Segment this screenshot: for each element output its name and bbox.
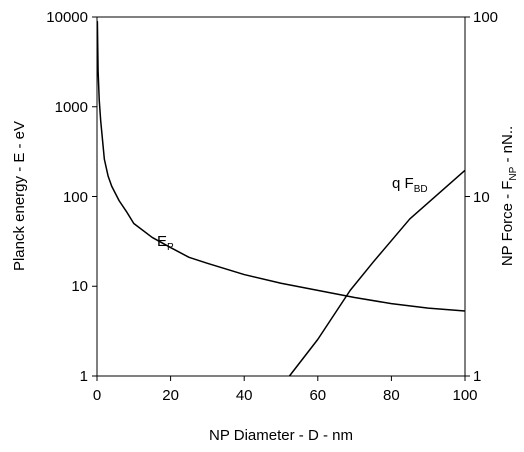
x-tick-label: 100 <box>452 387 477 404</box>
series-label-ep-sub: P <box>167 242 174 253</box>
y-right-tick-label: 10 <box>473 189 490 206</box>
plot-frame <box>96 16 466 377</box>
series-label-fbd-sub: BD <box>414 184 428 195</box>
series-label-ep: EP <box>157 233 174 253</box>
y-right-label-sub: NP <box>508 166 519 180</box>
x-axis-label: NP Diameter - D - nm <box>209 427 353 444</box>
x-tick-label: 60 <box>309 387 326 404</box>
y-left-tick-label: 1 <box>80 368 88 385</box>
y-right-label-suffix: - nN.. <box>499 126 516 167</box>
y-left-tick-labels: 1 10 100 1000 10000 <box>46 9 88 385</box>
y-right-label-prefix: NP Force - F <box>499 181 516 267</box>
y-right-tick-label: 1 <box>473 368 481 385</box>
series-line-ep <box>96 21 466 312</box>
series-label-ep-main: E <box>157 233 167 250</box>
x-tick-label: 80 <box>383 387 400 404</box>
x-tick-labels: 0 20 40 60 80 100 <box>93 387 478 404</box>
y-left-tick-label: 1000 <box>55 99 88 116</box>
y-left-axis-label: Planck energy - E - eV <box>11 121 28 271</box>
series-lines <box>96 21 466 377</box>
x-tick-label: 20 <box>162 387 179 404</box>
series-label-fbd-main: q F <box>392 175 414 192</box>
series-label-fbd: q FBD <box>392 175 428 195</box>
axis-ticks <box>92 16 470 381</box>
y-left-tick-label: 10000 <box>46 9 88 26</box>
series-line-fbd <box>288 169 466 377</box>
y-right-tick-labels: 1 10 100 <box>473 9 498 385</box>
y-left-tick-label: 10 <box>71 278 88 295</box>
x-tick-label: 40 <box>236 387 253 404</box>
y-right-tick-label: 100 <box>473 9 498 26</box>
y-right-axis-label: NP Force - FNP - nN.. <box>499 126 519 266</box>
x-tick-label: 0 <box>93 387 101 404</box>
y-left-tick-label: 100 <box>63 189 88 206</box>
